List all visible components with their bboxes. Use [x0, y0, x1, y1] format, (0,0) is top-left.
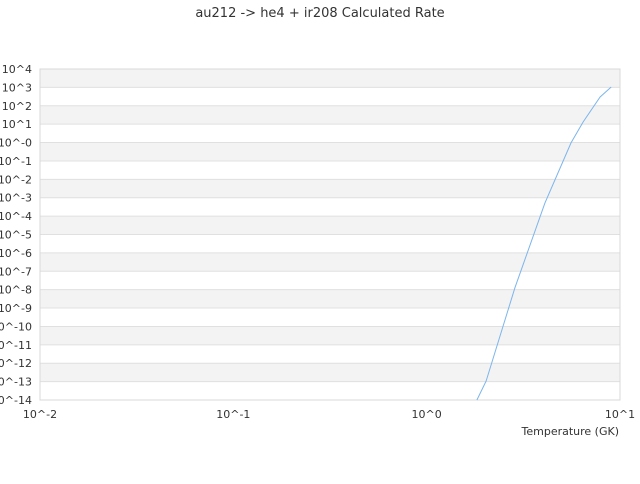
- y-tick-label: 10^-7: [0, 265, 32, 278]
- y-tick-label: 10^-9: [0, 302, 32, 315]
- grid-band: [40, 344, 620, 364]
- grid-band: [40, 160, 620, 180]
- x-axis-label: Temperature (GK): [521, 425, 620, 438]
- grid-bands: [40, 68, 620, 401]
- grid-band: [40, 271, 620, 290]
- grid-band: [40, 124, 620, 143]
- y-tick-label: 10^-13: [0, 376, 32, 389]
- grid-band: [40, 234, 620, 253]
- y-tick-label: 10^2: [2, 100, 32, 113]
- x-tick-label: 10^0: [412, 408, 442, 421]
- y-tick-label: 10^-0: [0, 137, 32, 150]
- series-line: [476, 86, 612, 401]
- chart-title: au212 -> he4 + ir208 Calculated Rate: [195, 6, 444, 21]
- grid-band: [40, 87, 620, 106]
- y-tick-label: 10^-14: [0, 394, 32, 407]
- grid-band: [40, 142, 620, 161]
- y-tick-label: 10^-12: [0, 357, 32, 370]
- grid-band: [40, 179, 620, 198]
- y-tick-label: 10^-3: [0, 192, 32, 205]
- grid-band: [40, 289, 620, 309]
- y-tick-label: 10^-11: [0, 339, 32, 352]
- x-axis-ticks: 10^-2 10^-1 10^0 10^1: [23, 408, 635, 421]
- y-tick-label: 10^-5: [0, 229, 32, 242]
- y-axis-ticks: 10^4 10^3 10^2 10^1 10^-0 10^-1 10^-2 10^-3 10^-…: [0, 63, 32, 407]
- y-tick-label: 10^-6: [0, 247, 32, 260]
- plot-border: [39, 68, 621, 401]
- y-tick-label: 10^1: [2, 118, 32, 131]
- y-tick-label: 10^-1: [0, 155, 32, 168]
- grid-band: [40, 105, 620, 125]
- grid-band: [40, 216, 620, 235]
- grid-band: [40, 363, 620, 382]
- y-tick-label: 10^4: [2, 63, 32, 76]
- grid-band: [40, 308, 620, 327]
- grid-band: [40, 326, 620, 345]
- grid-band: [40, 197, 620, 217]
- x-tick-label: 10^1: [605, 408, 635, 421]
- grid-band: [40, 69, 620, 88]
- grid-band: [40, 381, 620, 400]
- y-tick-label: 10^-2: [0, 173, 32, 186]
- x-tick-label: 10^-1: [216, 408, 250, 421]
- y-tick-label: 10^3: [2, 81, 32, 94]
- y-tick-label: 10^-8: [0, 284, 32, 297]
- grid-band: [40, 252, 620, 272]
- y-tick-label: 10^-10: [0, 320, 32, 333]
- y-tick-label: 10^-4: [0, 210, 32, 223]
- x-tick-label: 10^-2: [23, 408, 57, 421]
